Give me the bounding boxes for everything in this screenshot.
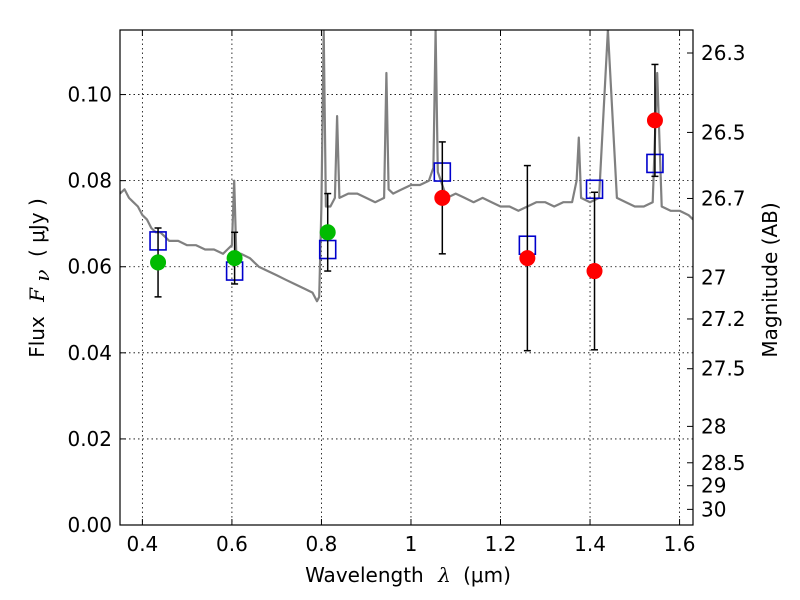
y-axis-title: Flux F ν ( μJy ) <box>25 198 54 358</box>
right-tick-label: 29 <box>701 474 726 498</box>
y-tick-label: 0.08 <box>67 169 112 193</box>
x-axis-unit: (μm) <box>463 563 511 587</box>
right-tick-label: 30 <box>701 497 726 521</box>
optical-point <box>226 250 243 267</box>
optical-point <box>319 224 336 241</box>
infrared-point <box>434 189 451 206</box>
optical-point <box>150 254 167 271</box>
x-tick-label: 1.2 <box>485 532 517 556</box>
grid-lines <box>120 30 693 526</box>
x-tick-label: 0.4 <box>126 532 158 556</box>
y-axis-subscript: ν <box>30 269 54 281</box>
plot-frame <box>119 29 694 526</box>
y-tick-label: 0.02 <box>67 427 112 451</box>
right-tick-label: 26.7 <box>701 186 746 210</box>
y-axis-unit: ( μJy ) <box>25 198 49 257</box>
y-tick-label: 0.00 <box>67 513 112 537</box>
right-tick-label: 28 <box>701 414 726 438</box>
y-tick-label: 0.04 <box>67 341 112 365</box>
right-tick-label: 26.3 <box>701 41 746 65</box>
right-tick-label: 27.5 <box>701 357 746 381</box>
model-spectrum-line <box>120 30 693 303</box>
right-tick-label: 26.5 <box>701 120 746 144</box>
infrared-point <box>586 263 603 280</box>
y-axis-symbol: F <box>25 287 49 303</box>
y-axis-label: Flux <box>25 316 49 358</box>
infrared-point <box>519 250 536 267</box>
axes: 0.4 0.6 0.8 1 1.2 1.4 1.6 0.00 0.02 0.04 0.06 0.08 0… <box>67 30 746 556</box>
right-tick-label: 27 <box>701 265 726 289</box>
right-tick-label: 28.5 <box>701 451 746 475</box>
x-axis-label: Wavelength <box>305 563 424 587</box>
x-tick-label: 1 <box>405 532 418 556</box>
plot-area <box>120 30 693 352</box>
x-tick-label: 1.4 <box>574 532 606 556</box>
y-tick-label: 0.06 <box>67 255 112 279</box>
x-axis-title: Wavelength λ (μm) <box>305 563 511 587</box>
x-tick-label: 1.6 <box>664 532 696 556</box>
y-tick-label: 0.10 <box>67 83 112 107</box>
right-tick-label: 27.2 <box>701 307 746 331</box>
infrared-point <box>646 112 663 129</box>
x-tick-label: 0.6 <box>216 532 248 556</box>
x-axis-symbol: λ <box>437 563 451 587</box>
x-tick-label: 0.8 <box>306 532 338 556</box>
right-axis-title: Magnitude (AB) <box>758 202 782 357</box>
